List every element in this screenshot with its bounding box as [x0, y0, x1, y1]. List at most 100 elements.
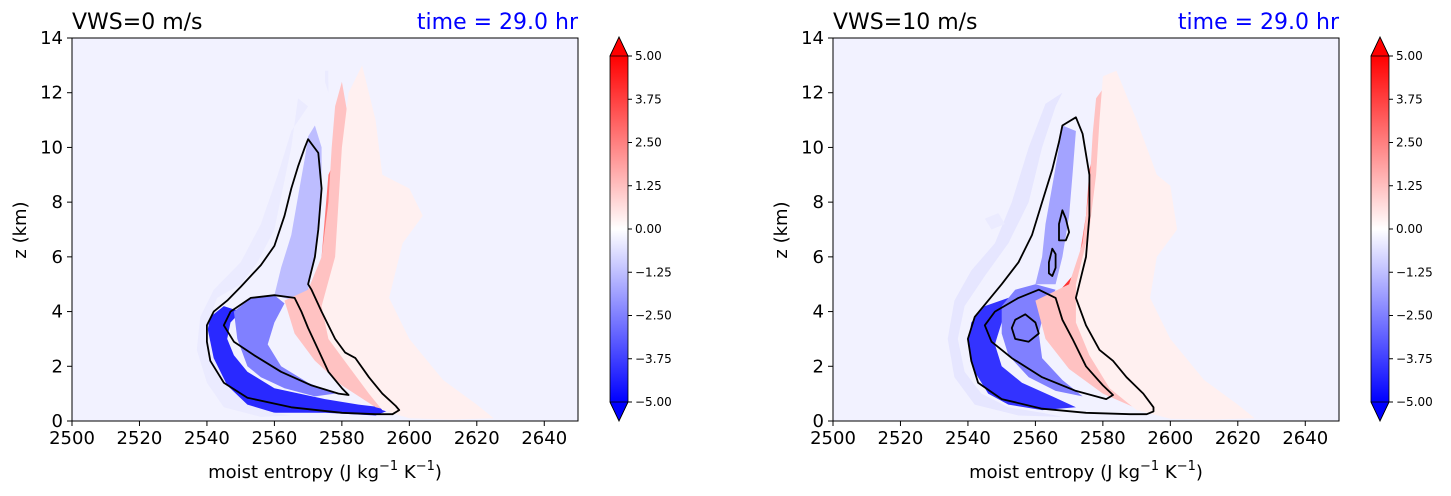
panel-vws-0: VWS=0 m/s time = 29.0 hr 2500 2520 2540 256…	[10, 10, 672, 483]
filled-contour-region	[947, 92, 1063, 417]
y-tick-label: 10	[801, 137, 824, 158]
colorbar-tick-label: −1.25	[635, 265, 672, 279]
colorbar-tick-label: 5.00	[1396, 49, 1423, 63]
x-tick-label: 2540	[184, 428, 230, 449]
filled-contour-region	[1001, 284, 1083, 397]
y-tick-label: 12	[801, 83, 824, 104]
y-axis-ticks: 0 2 4 6 8 10 12 14	[40, 28, 72, 432]
y-tick-label: 4	[813, 302, 824, 323]
colorbar-tick-label: −3.75	[635, 352, 672, 366]
contour-line	[967, 116, 1155, 416]
x-axis-label: moist entropy (J kg−1 K−1)	[969, 459, 1203, 483]
panel-title-right: time = 29.0 hr	[1178, 10, 1340, 35]
contour-lines	[967, 116, 1155, 416]
x-axis-ticks: 2500 2520 2540 2560 2580 2600 2620 2640	[810, 421, 1328, 449]
colorbar-extend-min	[609, 401, 629, 422]
contour-line	[1010, 313, 1040, 343]
filled-contour-region	[1075, 70, 1255, 420]
y-tick-label: 4	[52, 302, 63, 323]
x-tick-label: 2620	[454, 428, 500, 449]
y-tick-label: 10	[40, 137, 63, 158]
colorbar-tick-label: 0.00	[635, 222, 662, 236]
x-tick-label: 2600	[1147, 428, 1193, 449]
panel-title-left: VWS=0 m/s	[72, 10, 203, 35]
x-tick-label: 2520	[878, 428, 924, 449]
y-tick-label: 2	[813, 356, 824, 377]
colorbar-tick-label: 2.50	[1396, 136, 1423, 150]
y-axis-label: z (km)	[771, 201, 792, 258]
filled-contour-region	[196, 98, 309, 417]
panel-title-right: time = 29.0 hr	[417, 10, 579, 35]
x-tick-label: 2500	[810, 428, 856, 449]
colorbar-tick-label: 5.00	[635, 49, 662, 63]
colorbar-tick-label: 1.25	[635, 179, 662, 193]
colorbar-tick-label: −3.75	[1396, 352, 1433, 366]
colorbar-tick-label: 2.50	[635, 136, 662, 150]
plot-frame	[832, 37, 1340, 422]
x-tick-label: 2520	[117, 428, 163, 449]
y-tick-label: 8	[813, 192, 824, 213]
filled-contour-region	[1035, 125, 1076, 285]
contour-line	[222, 294, 350, 396]
contour-lines	[205, 138, 401, 416]
x-tick-label: 2560	[1012, 428, 1058, 449]
colorbar-tick-label: 3.75	[635, 92, 662, 106]
contour-line	[1058, 209, 1070, 242]
panel-title-left: VWS=10 m/s	[833, 10, 978, 35]
x-tick-label: 2600	[386, 428, 432, 449]
y-tick-label: 6	[52, 247, 63, 268]
y-tick-label: 14	[40, 28, 63, 49]
colorbar-gradient	[610, 56, 628, 402]
colorbar-tick-label: 0.00	[1396, 222, 1423, 236]
x-tick-label: 2640	[521, 428, 567, 449]
colorbar-tick-label: 3.75	[1396, 92, 1423, 106]
filled-contour-region	[967, 297, 1076, 411]
colorbar: 5.00 3.75 2.50 1.25 0.00 −1.25 −2.50 −3.75 −5.00	[609, 36, 672, 422]
contour-line	[983, 288, 1114, 401]
colorbar-extend-min	[1370, 401, 1390, 422]
colorbar: 5.00 3.75 2.50 1.25 0.00 −1.25 −2.50 −3.75 −5.00	[1370, 36, 1433, 422]
filled-contours	[196, 65, 494, 420]
y-tick-label: 14	[801, 28, 824, 49]
filled-contour-region	[206, 306, 393, 416]
x-tick-label: 2560	[251, 428, 297, 449]
colorbar-tick-label: −2.50	[635, 309, 672, 323]
colorbar-gradient	[1371, 56, 1389, 402]
y-tick-label: 8	[52, 192, 63, 213]
x-tick-label: 2620	[1215, 428, 1261, 449]
x-tick-label: 2500	[49, 428, 95, 449]
x-axis-ticks: 2500 2520 2540 2560 2580 2600 2620 2640	[49, 421, 567, 449]
x-tick-label: 2580	[319, 428, 365, 449]
colorbar-tick-label: −2.50	[1396, 309, 1433, 323]
colorbar-tick-label: −5.00	[1396, 395, 1433, 409]
x-tick-label: 2540	[945, 428, 991, 449]
colorbar-extend-max	[609, 36, 629, 57]
filled-contour-region	[233, 295, 336, 397]
colorbar-ticks: 5.00 3.75 2.50 1.25 0.00 −1.25 −2.50 −3.75 −5.00	[628, 49, 672, 409]
x-tick-label: 2640	[1282, 428, 1328, 449]
filled-contour-region	[321, 65, 494, 420]
x-axis-label: moist entropy (J kg−1 K−1)	[208, 459, 442, 483]
filled-contour-region	[274, 125, 322, 301]
colorbar-tick-label: −1.25	[1396, 265, 1433, 279]
y-tick-label: 0	[813, 411, 824, 432]
y-tick-label: 2	[52, 356, 63, 377]
colorbar-tick-label: −5.00	[635, 395, 672, 409]
panel-vws-10: VWS=10 m/s time = 29.0 hr 2500 2520 2540 25…	[771, 10, 1433, 483]
plot-frame	[71, 37, 579, 422]
colorbar-extend-max	[1370, 36, 1390, 57]
colorbar-ticks: 5.00 3.75 2.50 1.25 0.00 −1.25 −2.50 −3.75 −5.00	[1389, 49, 1433, 409]
contour-line	[205, 138, 401, 416]
y-tick-label: 6	[813, 247, 824, 268]
filled-contour-region	[984, 213, 1005, 230]
x-tick-label: 2580	[1080, 428, 1126, 449]
y-tick-label: 12	[40, 83, 63, 104]
colorbar-tick-label: 1.25	[1396, 179, 1423, 193]
y-tick-label: 0	[52, 411, 63, 432]
filled-contour-region	[325, 70, 329, 93]
contour-line	[1048, 247, 1057, 277]
y-axis-ticks: 0 2 4 6 8 10 12 14	[801, 28, 833, 432]
filled-contours	[947, 70, 1255, 420]
y-axis-label: z (km)	[10, 201, 31, 258]
